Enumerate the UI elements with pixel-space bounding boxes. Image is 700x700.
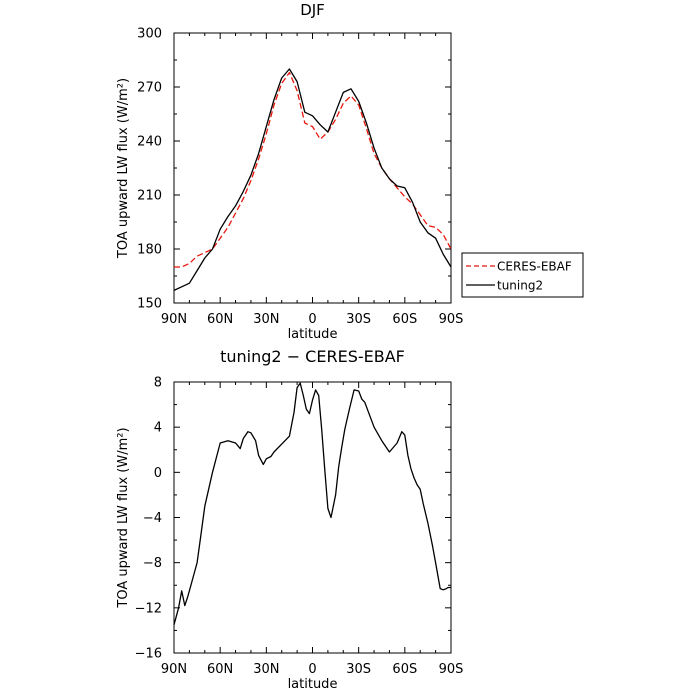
legend-label: tuning2 [497,279,543,293]
y-tick-label: 150 [137,297,162,312]
x-tick-label: 60N [207,662,233,677]
series-line-ceres-ebaf [174,71,452,268]
plot-frame [173,381,452,654]
y-tick-label: 4 [154,421,162,436]
series-line-tuning2 [173,68,452,291]
x-tick-label: 30S [346,662,371,677]
x-tick-label: 30N [253,312,279,327]
x-tick-label: 60S [392,312,417,327]
x-tick-label: 60N [207,312,233,327]
x-axis-label: latitude [288,677,338,692]
y-tick-label: 300 [137,27,162,42]
chart-difference: tuning2 − CERES-EBAF 90N 60N 30N 0 30S 60S 90S 8… [116,347,463,692]
x-tick-label: 60S [392,662,417,677]
chart-title: tuning2 − CERES-EBAF [220,347,405,366]
x-tick-label: 90S [439,662,464,677]
legend-box [461,252,584,298]
x-axis-label: latitude [288,327,338,342]
chart-djf: DJF 90N 60N 30N 0 30S 60S 90S 150 180 210 240 270 300… [116,1,584,342]
x-tick-label: 30S [346,312,371,327]
y-tick-label: 270 [137,81,162,96]
plot-frame [173,32,452,304]
x-tick-label: 30N [253,662,279,677]
y-tick-label: 0 [154,466,162,481]
legend-label: CERES-EBAF [497,260,572,274]
series-line-difference [173,382,451,625]
x-tick-label: 90S [439,312,464,327]
y-tick-label: 210 [137,189,162,204]
y-axis-label: TOA upward LW flux (W/m²) [116,427,131,608]
y-tick-label: −16 [135,647,162,662]
y-tick-label: −12 [135,601,162,616]
chart-title: DJF [300,1,325,19]
y-tick-label: −4 [143,511,162,526]
legend: CERES-EBAF tuning2 [461,252,584,298]
y-tick-label: −8 [143,556,162,571]
x-tick-label: 0 [308,312,316,327]
x-tick-label: 0 [308,662,316,677]
y-tick-label: 240 [137,135,162,150]
x-tick-label: 90N [161,662,187,677]
x-tick-label: 90N [161,312,187,327]
y-axis-label: TOA upward LW flux (W/m²) [116,78,131,259]
y-tick-label: 8 [154,376,162,391]
y-tick-label: 180 [137,243,162,258]
